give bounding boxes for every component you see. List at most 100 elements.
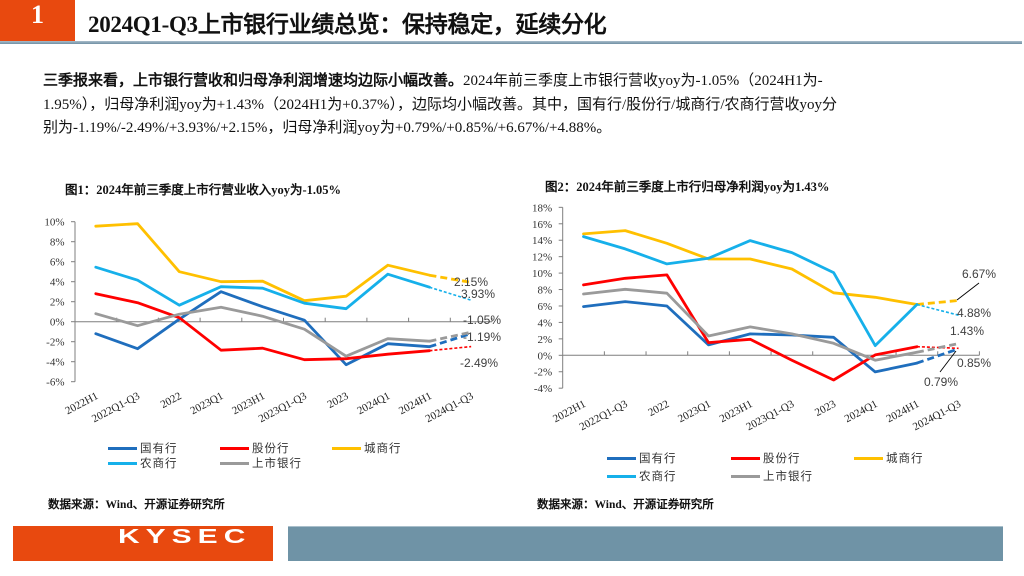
- legend-label: 农商行: [140, 458, 178, 470]
- footer-bar: [288, 526, 1003, 561]
- data-label: 3.93%: [461, 287, 495, 301]
- x-category-label: 2022Q1-Q3: [578, 398, 630, 434]
- data-point: [749, 258, 751, 260]
- legend-label: 股份行: [252, 443, 290, 455]
- series-dashed-segment-0: [429, 332, 472, 349]
- data-point: [178, 317, 180, 319]
- series-line-4: [94, 305, 431, 358]
- data-point: [916, 345, 918, 347]
- legend-swatch: [607, 456, 636, 460]
- data-point: [707, 257, 709, 259]
- y-tick-label: 0%: [50, 317, 65, 329]
- x-category-label: 2023Q1-Q3: [257, 390, 309, 426]
- data-point: [303, 319, 305, 321]
- data-point: [874, 344, 876, 346]
- data-label-leader-line: [939, 350, 957, 373]
- data-point: [428, 350, 430, 352]
- chart2-legend-item: 农商行: [607, 469, 677, 483]
- y-tick-label: 10%: [44, 217, 64, 229]
- summary-line-3: 别为-1.19%/-2.49%/+3.93%/+2.15%，归母净利润yoy为+…: [43, 120, 612, 136]
- data-point: [345, 364, 347, 366]
- series-dashed-segment-2: [429, 273, 472, 284]
- series-line-3: [94, 265, 431, 311]
- summary-lead: 三季报来看，上市银行营收和归母净利润增速均边际小幅改善。: [43, 73, 464, 89]
- data-label: 4.88%: [957, 306, 991, 320]
- y-tick-label: 4%: [50, 277, 65, 289]
- data-point: [624, 277, 626, 279]
- data-point: [428, 340, 430, 342]
- legend-label: 上市银行: [252, 458, 302, 470]
- legend-swatch: [332, 446, 361, 450]
- data-point: [957, 347, 959, 349]
- data-point: [582, 233, 584, 235]
- legend-swatch: [731, 474, 760, 478]
- chart2-source: 数据来源：Wind、开源证券研究所: [537, 499, 714, 511]
- y-tick-label: 2%: [538, 334, 553, 346]
- data-point: [387, 264, 389, 266]
- chart2-legend-item: 国有行: [607, 451, 677, 465]
- data-point: [582, 284, 584, 286]
- series-dashed-segment-2: [916, 299, 959, 306]
- x-category-label: 2022: [159, 390, 184, 411]
- chart2-net-profit-yoy: 18%16%14%12%10%8%6%4%2%0%-2%-4%2022H1202…: [532, 202, 996, 434]
- chart1-title: 图1：2024年前三季度上市行营业收入yoy为-1.05%: [65, 183, 342, 197]
- data-label: -1.05%: [463, 313, 501, 327]
- legend-swatch: [108, 461, 137, 465]
- y-tick-label: 14%: [532, 235, 552, 247]
- data-label: 0.85%: [957, 356, 991, 370]
- series-dashed-segment-1: [916, 345, 959, 350]
- series-line-2: [582, 229, 919, 306]
- data-point: [303, 328, 305, 330]
- chart2-legend-item: 上市银行: [731, 469, 813, 483]
- data-point: [95, 333, 97, 335]
- y-tick-label: 4%: [538, 317, 553, 329]
- data-point: [345, 295, 347, 297]
- x-category-label: 2022Q1-Q3: [90, 390, 142, 426]
- company-logo: KYSEC: [118, 526, 252, 548]
- data-point: [95, 293, 97, 295]
- data-point: [916, 303, 918, 305]
- series-dashed-segment-1: [429, 345, 472, 352]
- data-point: [749, 326, 751, 328]
- series-dashed-segment-4: [429, 330, 472, 343]
- data-point: [220, 291, 222, 293]
- data-point: [387, 273, 389, 275]
- page-title: 2024Q1-Q3上市银行业绩总览：保持稳定，延续分化: [88, 12, 607, 37]
- series-line-0: [582, 300, 919, 374]
- y-tick-label: -4%: [534, 383, 552, 395]
- data-point: [261, 287, 263, 289]
- data-point: [387, 338, 389, 340]
- footer-logo-box: KYSEC: [13, 526, 273, 561]
- data-point: [749, 239, 751, 241]
- data-point: [832, 292, 834, 294]
- data-point: [874, 354, 876, 356]
- y-tick-label: 16%: [532, 219, 552, 231]
- data-point: [666, 305, 668, 307]
- summary-line-1: 三季报来看，上市银行营收和归母净利润增速均边际小幅改善。2024年前三季度上市银…: [43, 70, 837, 94]
- section-number: 1: [31, 0, 44, 29]
- legend-swatch: [607, 474, 636, 478]
- data-label: 6.67%: [962, 267, 996, 281]
- series-line-2: [94, 222, 431, 303]
- legend-label: 农商行: [639, 471, 677, 483]
- legend-label: 国有行: [639, 453, 677, 465]
- data-point: [749, 338, 751, 340]
- summary-line-1-text: 2024年前三季度上市银行营收yoy为-1.05%（2024H1为-: [463, 73, 823, 89]
- data-point: [136, 279, 138, 281]
- x-category-label: 2024Q1-Q3: [911, 398, 963, 434]
- chart1-legend-item: 上市银行: [220, 456, 302, 470]
- data-point: [707, 344, 709, 346]
- summary-line-2: 1.95%），归母净利润yoy为+1.43%（2024H1为+0.37%），边际…: [43, 96, 837, 113]
- data-point: [666, 242, 668, 244]
- data-label-leader-line: [956, 282, 980, 301]
- y-tick-label: -2%: [46, 337, 64, 349]
- data-point: [582, 235, 584, 237]
- data-point: [261, 306, 263, 308]
- y-tick-label: 18%: [532, 202, 552, 214]
- data-point: [874, 296, 876, 298]
- data-point: [707, 335, 709, 337]
- data-point: [832, 336, 834, 338]
- data-point: [916, 351, 918, 353]
- data-point: [707, 341, 709, 343]
- legend-swatch: [854, 456, 883, 460]
